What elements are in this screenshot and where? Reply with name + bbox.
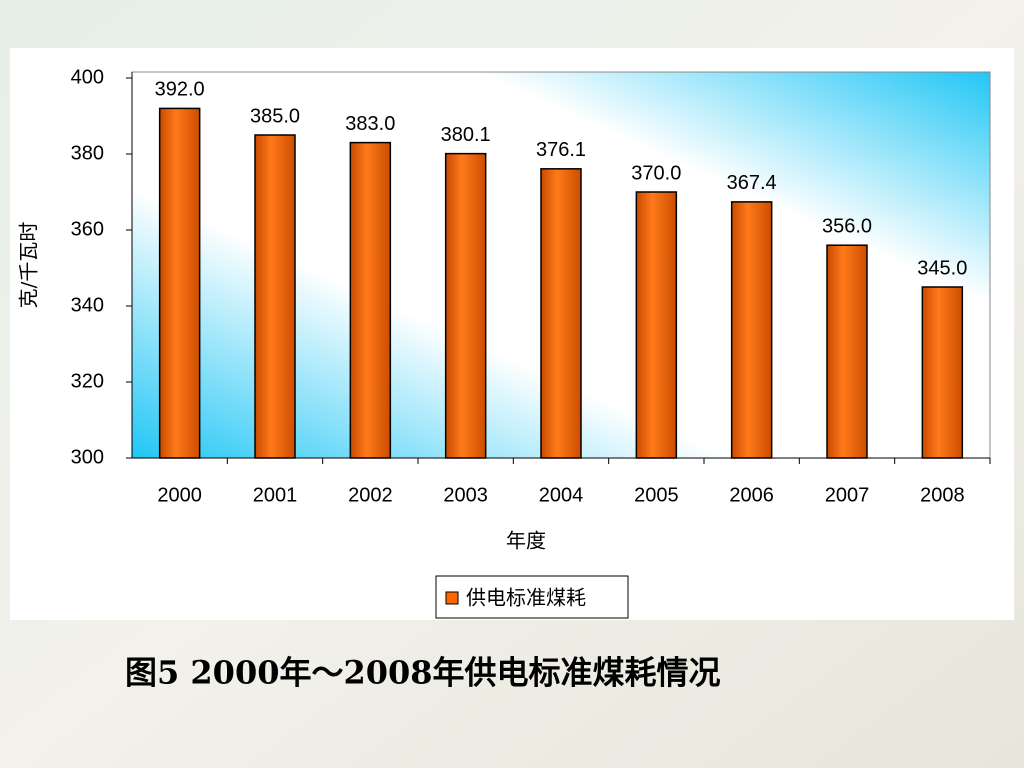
x-tick-label: 2004 [539,484,584,506]
legend [435,575,629,619]
x-tick-label: 2008 [920,484,965,506]
value-label: 345.0 [917,257,967,279]
bar [921,286,964,459]
x-tick-label: 2002 [348,484,393,506]
y-tick-label: 320 [71,370,104,392]
value-label: 380.1 [441,124,491,146]
y-tick-label: 300 [71,446,104,468]
y-axis-label: 克/千瓦时 [17,222,41,309]
value-label: 385.0 [250,105,300,127]
x-tick-label: 2005 [634,484,679,506]
bar [730,201,773,459]
bar [254,134,296,459]
y-tick-label: 380 [71,142,104,164]
bar [158,107,201,459]
legend-swatch [445,591,459,605]
value-label: 356.0 [822,215,872,237]
x-axis-label: 年度 [506,529,546,552]
x-tick-label: 2003 [443,484,488,506]
chart-title: 图5 2000年～2008年供电标准煤耗情况 [125,654,721,692]
x-tick-label: 2001 [253,484,298,506]
value-label: 370.0 [631,162,681,184]
value-label: 367.4 [727,172,777,194]
y-tick-label: 360 [71,218,104,240]
x-tick-label: 2007 [825,484,870,506]
value-label: 376.1 [536,139,586,161]
legend-label: 供电标准煤耗 [466,586,586,609]
bar [826,244,868,459]
value-label: 392.0 [155,79,205,101]
x-tick-label: 2000 [157,484,202,506]
bar [540,168,582,459]
bar [635,191,678,459]
bar [349,141,392,459]
bar [444,152,487,459]
value-label: 383.0 [345,113,395,135]
y-tick-label: 400 [71,66,104,88]
x-tick-label: 2006 [729,484,774,506]
y-tick-label: 340 [71,294,104,316]
